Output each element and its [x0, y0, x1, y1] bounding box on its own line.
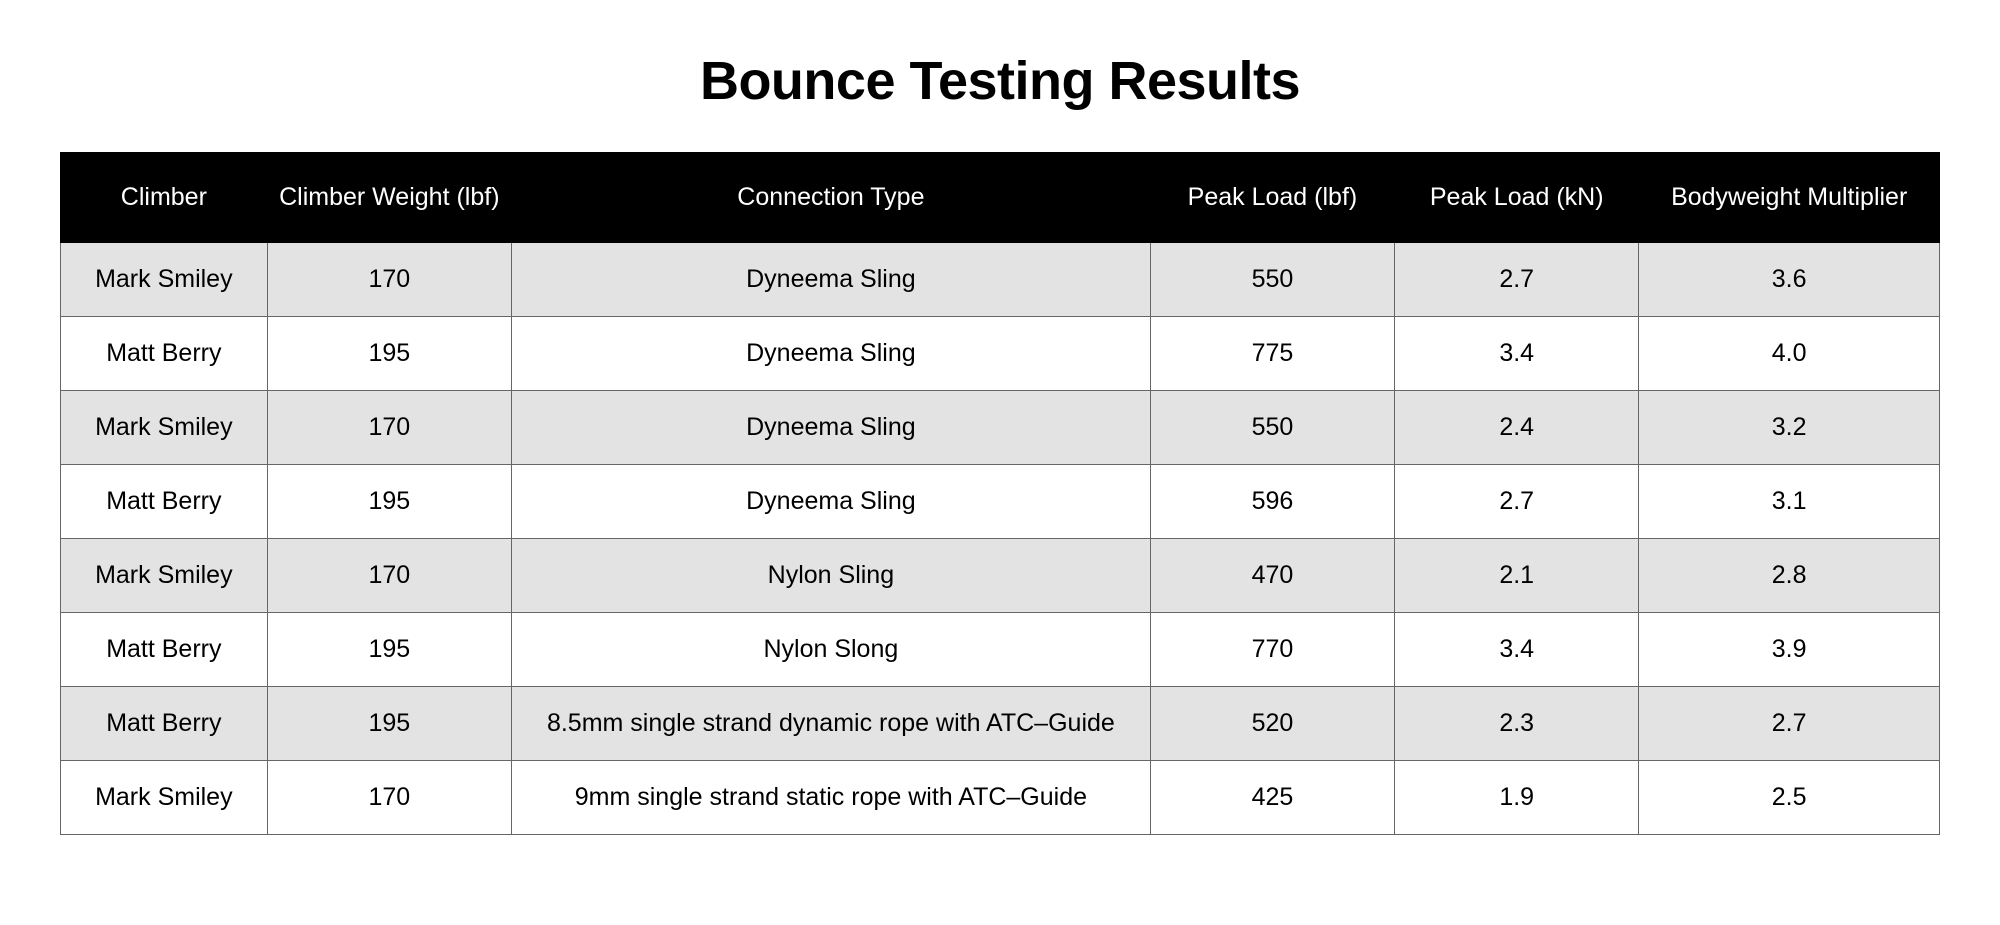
- cell: Mark Smiley: [61, 761, 268, 835]
- table-header: Climber Climber Weight (lbf) Connection …: [61, 153, 1940, 243]
- cell: 195: [267, 317, 511, 391]
- cell: Dyneema Sling: [511, 317, 1150, 391]
- cell: Mark Smiley: [61, 243, 268, 317]
- cell: 170: [267, 539, 511, 613]
- cell: 2.8: [1639, 539, 1940, 613]
- cell: Matt Berry: [61, 465, 268, 539]
- cell: 195: [267, 613, 511, 687]
- cell: 3.2: [1639, 391, 1940, 465]
- page-container: Bounce Testing Results Climber Climber W…: [0, 0, 2000, 835]
- table-row: Matt Berry 195 Dyneema Sling 775 3.4 4.0: [61, 317, 1940, 391]
- results-table: Climber Climber Weight (lbf) Connection …: [60, 152, 1940, 835]
- cell: 9mm single strand static rope with ATC–G…: [511, 761, 1150, 835]
- cell: 596: [1150, 465, 1394, 539]
- table-row: Matt Berry 195 Nylon Slong 770 3.4 3.9: [61, 613, 1940, 687]
- cell: 2.7: [1395, 243, 1639, 317]
- cell: Matt Berry: [61, 613, 268, 687]
- cell: 8.5mm single strand dynamic rope with AT…: [511, 687, 1150, 761]
- cell: Nylon Slong: [511, 613, 1150, 687]
- page-title: Bounce Testing Results: [60, 50, 1940, 112]
- cell: 775: [1150, 317, 1394, 391]
- cell: 170: [267, 391, 511, 465]
- cell: 3.1: [1639, 465, 1940, 539]
- table-body: Mark Smiley 170 Dyneema Sling 550 2.7 3.…: [61, 243, 1940, 835]
- cell: 2.1: [1395, 539, 1639, 613]
- table-row: Matt Berry 195 8.5mm single strand dynam…: [61, 687, 1940, 761]
- col-header: Climber: [61, 153, 268, 243]
- cell: 770: [1150, 613, 1394, 687]
- cell: 520: [1150, 687, 1394, 761]
- cell: Dyneema Sling: [511, 391, 1150, 465]
- cell: 195: [267, 465, 511, 539]
- cell: 2.7: [1395, 465, 1639, 539]
- cell: 3.4: [1395, 317, 1639, 391]
- cell: Mark Smiley: [61, 539, 268, 613]
- table-row: Mark Smiley 170 Dyneema Sling 550 2.4 3.…: [61, 391, 1940, 465]
- cell: Mark Smiley: [61, 391, 268, 465]
- cell: Dyneema Sling: [511, 243, 1150, 317]
- cell: 3.4: [1395, 613, 1639, 687]
- cell: 3.9: [1639, 613, 1940, 687]
- cell: 2.7: [1639, 687, 1940, 761]
- cell: Matt Berry: [61, 317, 268, 391]
- table-row: Matt Berry 195 Dyneema Sling 596 2.7 3.1: [61, 465, 1940, 539]
- cell: 2.5: [1639, 761, 1940, 835]
- cell: Nylon Sling: [511, 539, 1150, 613]
- cell: Dyneema Sling: [511, 465, 1150, 539]
- table-row: Mark Smiley 170 Dyneema Sling 550 2.7 3.…: [61, 243, 1940, 317]
- cell: 4.0: [1639, 317, 1940, 391]
- table-header-row: Climber Climber Weight (lbf) Connection …: [61, 153, 1940, 243]
- col-header: Bodyweight Multiplier: [1639, 153, 1940, 243]
- cell: 1.9: [1395, 761, 1639, 835]
- cell: 425: [1150, 761, 1394, 835]
- col-header: Climber Weight (lbf): [267, 153, 511, 243]
- cell: 2.4: [1395, 391, 1639, 465]
- cell: 170: [267, 761, 511, 835]
- table-row: Mark Smiley 170 Nylon Sling 470 2.1 2.8: [61, 539, 1940, 613]
- cell: 550: [1150, 243, 1394, 317]
- cell: 170: [267, 243, 511, 317]
- cell: 470: [1150, 539, 1394, 613]
- cell: 550: [1150, 391, 1394, 465]
- cell: Matt Berry: [61, 687, 268, 761]
- cell: 195: [267, 687, 511, 761]
- table-row: Mark Smiley 170 9mm single strand static…: [61, 761, 1940, 835]
- cell: 3.6: [1639, 243, 1940, 317]
- col-header: Connection Type: [511, 153, 1150, 243]
- col-header: Peak Load (kN): [1395, 153, 1639, 243]
- cell: 2.3: [1395, 687, 1639, 761]
- col-header: Peak Load (lbf): [1150, 153, 1394, 243]
